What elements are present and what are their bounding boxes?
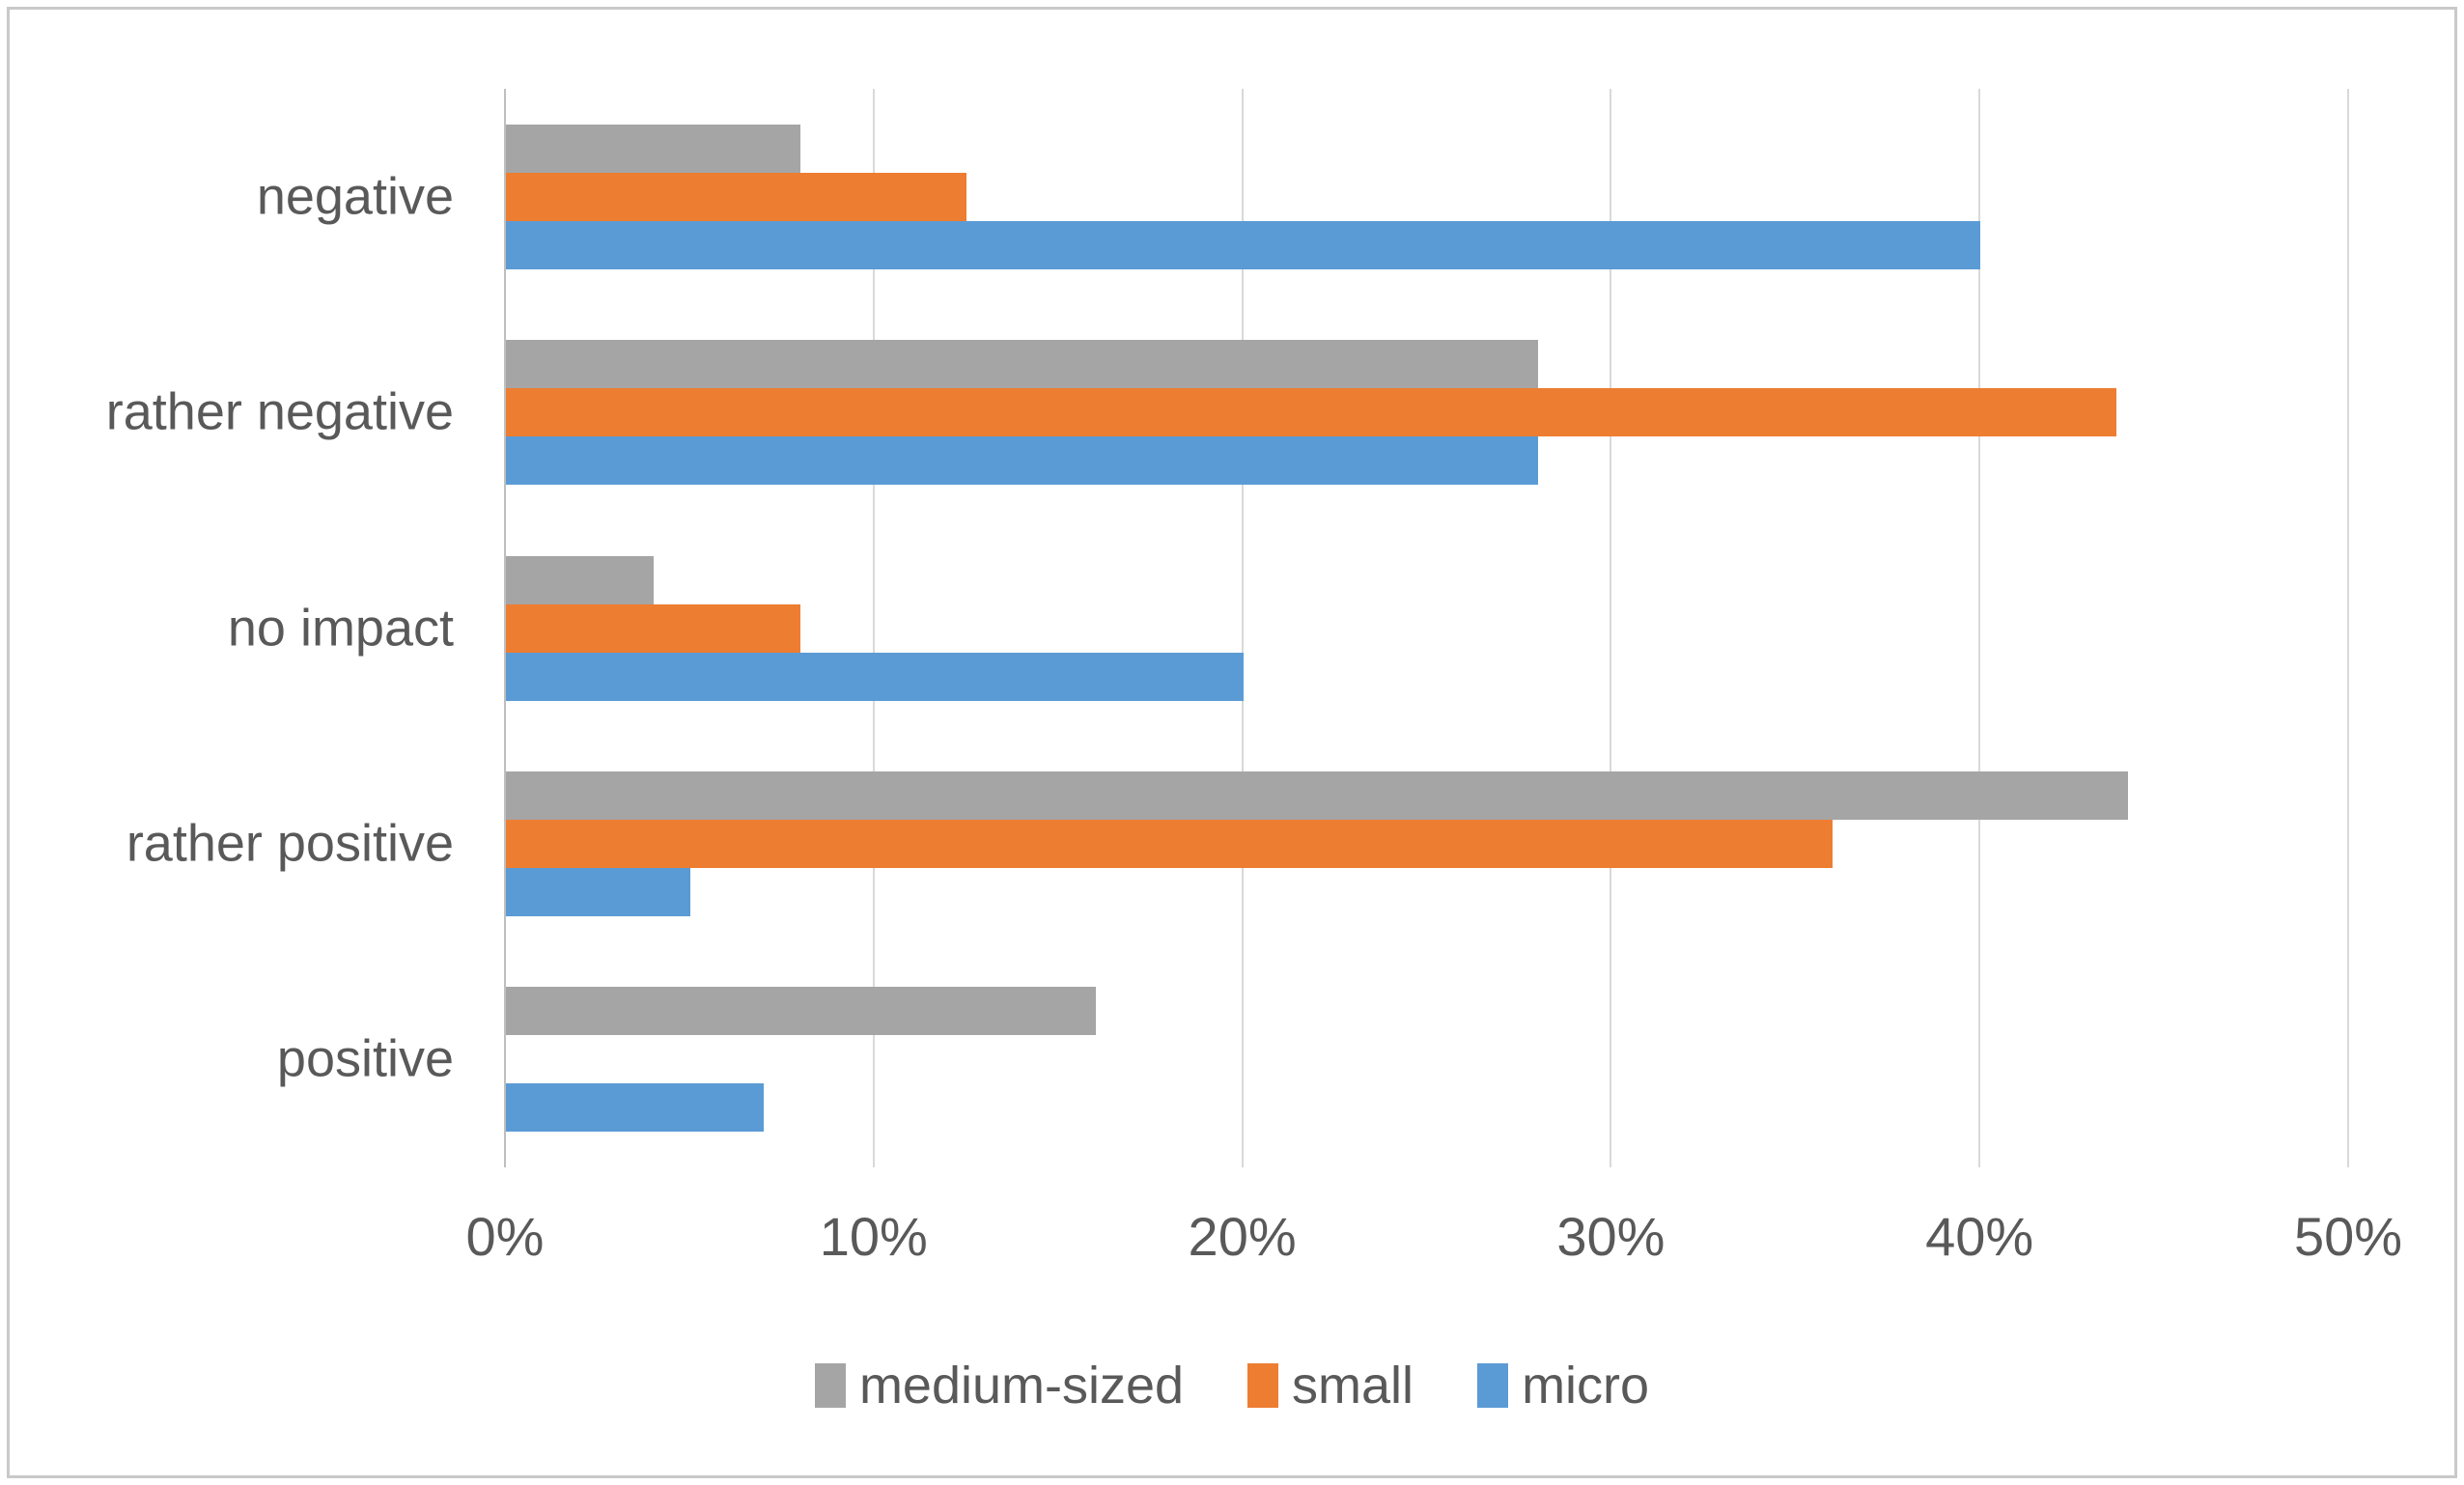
gridline bbox=[2347, 89, 2349, 1167]
x-tick-label: 20% bbox=[1188, 1206, 1297, 1267]
category-label: no impact bbox=[227, 598, 454, 657]
bar-medium-sized bbox=[506, 771, 2128, 820]
legend-swatch-micro bbox=[1477, 1363, 1509, 1408]
bar-medium-sized bbox=[506, 124, 801, 173]
category-label: positive bbox=[276, 1029, 454, 1088]
x-tick-label: 50% bbox=[2293, 1206, 2403, 1267]
legend-swatch-medium-sized bbox=[814, 1363, 846, 1408]
legend-label: small bbox=[1292, 1357, 1414, 1415]
bar-small bbox=[506, 603, 801, 653]
gridline bbox=[872, 89, 875, 1167]
figure-border bbox=[7, 7, 2457, 1478]
x-tick-label: 10% bbox=[819, 1206, 928, 1267]
bar-medium-sized bbox=[506, 555, 654, 604]
legend-item-medium-sized: medium-sized bbox=[814, 1356, 1185, 1415]
gridline bbox=[1610, 89, 1612, 1167]
bar-micro bbox=[506, 220, 1981, 269]
bar-micro bbox=[506, 436, 1539, 486]
category-label: rather positive bbox=[126, 814, 454, 873]
bar-micro bbox=[506, 1083, 765, 1133]
category-label: rather negative bbox=[105, 382, 454, 441]
legend-swatch-small bbox=[1247, 1363, 1279, 1408]
x-tick-label: 40% bbox=[1925, 1206, 2034, 1267]
plot-area bbox=[504, 89, 2349, 1167]
bar-micro bbox=[506, 867, 690, 916]
gridline bbox=[1241, 89, 1244, 1167]
legend-item-micro: micro bbox=[1477, 1356, 1649, 1415]
x-tick-label: 0% bbox=[465, 1206, 545, 1267]
legend: medium-sized small micro bbox=[0, 1356, 2464, 1415]
bar-small bbox=[506, 388, 2117, 437]
bar-micro bbox=[506, 652, 1244, 701]
bar-small bbox=[506, 172, 967, 221]
category-label: negative bbox=[256, 166, 454, 225]
axis-line bbox=[504, 89, 506, 1167]
gridline bbox=[1978, 89, 1981, 1167]
bar-small bbox=[506, 819, 1834, 868]
legend-item-small: small bbox=[1247, 1356, 1414, 1415]
bar-medium-sized bbox=[506, 987, 1096, 1036]
legend-label: micro bbox=[1522, 1357, 1650, 1415]
x-tick-label: 30% bbox=[1556, 1206, 1666, 1267]
bar-medium-sized bbox=[506, 340, 1539, 389]
legend-label: medium-sized bbox=[858, 1357, 1185, 1415]
